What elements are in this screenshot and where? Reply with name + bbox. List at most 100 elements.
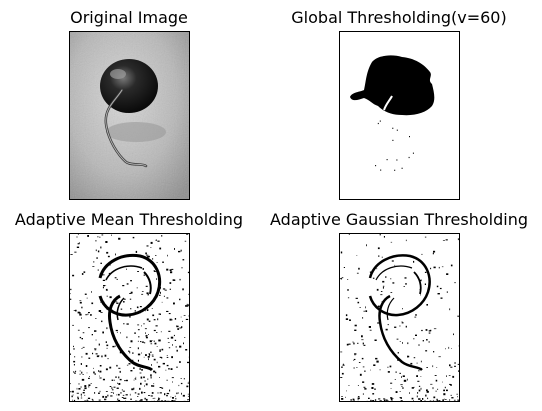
noise-speck xyxy=(168,313,171,315)
noise-speck xyxy=(162,362,165,365)
noise-speck xyxy=(126,336,128,339)
noise-speck xyxy=(132,236,135,239)
noise-speck xyxy=(96,355,99,358)
noise-speck xyxy=(173,279,176,281)
noise-speck xyxy=(457,399,459,401)
noise-speck xyxy=(166,268,169,271)
noise-speck xyxy=(362,366,365,368)
noise-speck xyxy=(171,356,173,359)
noise-speck xyxy=(148,395,151,396)
noise-speck xyxy=(356,367,358,368)
noise-speck xyxy=(187,361,189,364)
noise-speck xyxy=(401,376,402,378)
noise-speck xyxy=(432,399,434,401)
noise-speck xyxy=(73,345,74,348)
noise-speck xyxy=(443,393,446,396)
noise-speck xyxy=(386,159,388,161)
noise-speck xyxy=(390,398,393,400)
noise-speck xyxy=(133,387,135,390)
adaptive-gaussian-image xyxy=(339,233,459,401)
noise-speck xyxy=(420,294,421,296)
noise-speck xyxy=(106,295,108,297)
noise-speck xyxy=(439,287,442,290)
noise-speck xyxy=(111,379,114,381)
noise-speck xyxy=(118,376,120,379)
noise-speck xyxy=(456,393,458,395)
noise-speck xyxy=(146,309,149,311)
noise-speck xyxy=(444,386,446,389)
noise-speck xyxy=(150,374,152,377)
noise-speck xyxy=(123,323,125,325)
noise-speck xyxy=(425,350,428,352)
noise-speck xyxy=(115,301,118,303)
noise-speck xyxy=(84,400,87,401)
noise-speck xyxy=(377,122,379,125)
noise-speck xyxy=(374,399,377,401)
noise-speck xyxy=(88,312,90,314)
noise-speck xyxy=(181,392,182,395)
noise-speck xyxy=(350,399,352,401)
noise-speck xyxy=(117,398,119,401)
noise-speck xyxy=(183,315,186,316)
noise-speck xyxy=(428,341,430,343)
noise-speck xyxy=(126,379,128,382)
noise-speck xyxy=(164,289,167,291)
noise-speck xyxy=(156,332,158,333)
noise-speck xyxy=(447,400,449,401)
noise-speck xyxy=(164,393,166,396)
noise-speck xyxy=(402,342,403,344)
noise-speck xyxy=(75,370,77,372)
noise-speck xyxy=(109,296,112,299)
noise-speck xyxy=(364,370,366,372)
noise-speck xyxy=(390,388,392,389)
noise-speck xyxy=(129,393,131,396)
noise-speck xyxy=(142,268,144,270)
noise-speck xyxy=(71,395,73,398)
noise-speck xyxy=(121,397,124,398)
noise-speck xyxy=(157,400,160,401)
noise-speck xyxy=(386,400,389,401)
noise-speck xyxy=(126,364,129,366)
noise-speck xyxy=(154,371,157,374)
noise-speck xyxy=(158,365,161,368)
noise-speck xyxy=(413,400,414,401)
noise-speck xyxy=(124,397,127,399)
noise-speck xyxy=(126,268,127,270)
noise-speck xyxy=(81,371,83,374)
noise-speck xyxy=(91,302,94,305)
noise-speck xyxy=(435,390,437,392)
noise-speck xyxy=(181,267,183,269)
noise-speck xyxy=(76,387,78,390)
noise-speck xyxy=(449,383,451,385)
noise-speck xyxy=(425,394,427,397)
noise-speck xyxy=(116,387,119,389)
noise-speck xyxy=(128,363,131,365)
noise-speck xyxy=(122,285,125,287)
noise-speck xyxy=(125,400,126,401)
noise-speck xyxy=(94,348,97,350)
noise-speck xyxy=(146,318,149,321)
noise-speck xyxy=(403,379,407,382)
noise-speck xyxy=(79,313,82,316)
noise-speck xyxy=(426,304,428,306)
noise-speck xyxy=(172,381,173,383)
noise-speck xyxy=(188,304,189,307)
noise-speck xyxy=(99,365,102,367)
noise-speck xyxy=(402,387,404,389)
noise-speck xyxy=(95,240,97,242)
noise-speck xyxy=(157,318,159,321)
noise-speck xyxy=(102,378,105,381)
noise-speck xyxy=(154,342,157,345)
noise-speck xyxy=(153,397,156,399)
noise-speck xyxy=(133,379,135,381)
noise-speck xyxy=(454,365,456,367)
noise-speck xyxy=(156,239,157,241)
noise-speck xyxy=(181,326,183,328)
noise-speck xyxy=(92,399,94,401)
panel-title-global: Global Thresholding(v=60) xyxy=(291,8,506,27)
noise-speck xyxy=(87,313,89,315)
noise-speck xyxy=(119,378,122,381)
noise-speck xyxy=(105,341,107,343)
noise-speck xyxy=(394,379,396,380)
noise-speck xyxy=(428,390,429,393)
